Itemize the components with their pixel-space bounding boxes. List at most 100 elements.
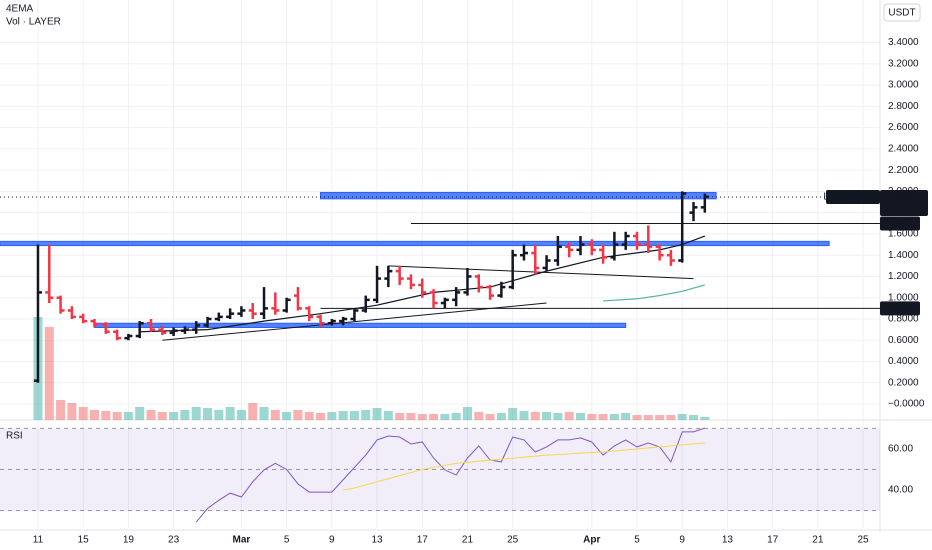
x-tick-label: 25 [857, 535, 869, 546]
x-tick-label: 9 [679, 535, 685, 546]
volume-bar [496, 413, 506, 420]
x-tick-label: 23 [168, 535, 180, 546]
level-label: 1.6979 [886, 218, 917, 229]
rsi-ma-line [343, 442, 705, 491]
volume-bar [609, 414, 619, 420]
volume-bar [338, 411, 348, 420]
rsi-line [195, 427, 705, 523]
volume-bar [112, 412, 122, 420]
rsi-tick-label: 40.00 [888, 485, 913, 496]
x-tick-label: 13 [722, 535, 734, 546]
volume-bar [270, 410, 280, 420]
volume-bar [508, 408, 518, 420]
volume-bar [440, 414, 450, 420]
volume-bar [89, 410, 99, 420]
x-tick-label: 13 [371, 535, 383, 546]
x-tick-label: 17 [417, 535, 429, 546]
volume-bar [643, 415, 653, 420]
y-tick-label: 3.4000 [888, 37, 919, 48]
x-tick-label: 15 [78, 535, 90, 546]
ema-line [603, 284, 705, 302]
volume-bar [598, 414, 608, 420]
volume-bar [304, 412, 314, 420]
volume-bar [78, 407, 88, 420]
volume-bar [44, 327, 54, 420]
currency[interactable]: USDT [888, 8, 915, 19]
volume-bar [530, 412, 540, 420]
volume-bar [383, 411, 393, 420]
rsi-tick-label: 60.00 [888, 444, 913, 455]
grid [0, 0, 932, 532]
level-box [880, 216, 920, 231]
volume-bar [203, 408, 213, 420]
y-tick-label: 2.8000 [888, 101, 919, 112]
volume-bar [519, 411, 529, 420]
y-tick-label: 1.6000 [888, 229, 919, 240]
volume-bar [180, 410, 190, 420]
trend-line [162, 302, 547, 341]
x-tick-label: 21 [462, 535, 474, 546]
volume-bar [225, 407, 235, 420]
volume-bar [248, 403, 258, 420]
volume-bar [655, 415, 665, 420]
y-tick-label: 3.2000 [888, 58, 919, 69]
volume-bar [474, 412, 484, 420]
x-tick-label: 25 [507, 535, 519, 546]
volume-bar [282, 412, 292, 420]
volume-bar [553, 413, 563, 420]
x-tick-label: 9 [329, 535, 335, 546]
volume-bar [101, 411, 111, 420]
x-tick-label: 17 [767, 535, 779, 546]
x-tick-label: 21 [812, 535, 824, 546]
y-tick-label: 1.0000 [888, 292, 919, 303]
volume-bar [587, 414, 597, 420]
ema-line [139, 235, 706, 333]
zone-box [0, 240, 830, 247]
volume-label: Vol · LAYER [6, 17, 61, 28]
volume-bar [621, 413, 631, 420]
symbol-label: LAYERUSDT [823, 192, 882, 203]
volume-bar [564, 412, 574, 420]
y-tick-label: 2.2000 [888, 165, 919, 176]
volume-bar [361, 410, 371, 420]
symbol-box [826, 189, 880, 204]
volume-bar [67, 403, 77, 420]
volume-bar [575, 413, 585, 420]
volume-bar [542, 412, 552, 420]
volume-bar [327, 412, 337, 420]
y-tick-label: 0.2000 [888, 377, 919, 388]
y-tick-label: 0.6000 [888, 335, 919, 346]
volume-bar [429, 414, 439, 420]
volume-bar [462, 407, 472, 420]
volume-bar [191, 407, 201, 420]
volume-bar [236, 410, 246, 420]
y-tick-label: 0.4000 [888, 356, 919, 367]
y-tick-label: 2.4000 [888, 144, 919, 155]
y-tick-label: 0.8000 [888, 314, 919, 325]
y-tick-label: −0.0000 [888, 399, 925, 410]
price-label: 1.9477 [886, 192, 917, 203]
volume-bar [632, 415, 642, 420]
countdown: 13:40:15 [884, 204, 923, 215]
volume-bar [259, 407, 269, 420]
volume-bar [417, 414, 427, 420]
volume-bar [123, 412, 133, 420]
plot: 11 15 19 23 Mar 5 9 13 17 21 25 Apr 5 9 13 17 21 25 −0.000… [0, 37, 928, 546]
volume-bar [316, 413, 326, 420]
currency-box[interactable] [883, 3, 921, 22]
x-tick-label: 5 [634, 535, 640, 546]
x-tick-label: 5 [284, 535, 290, 546]
zone-box [320, 191, 717, 200]
x-tick-label: Mar [233, 535, 251, 546]
x-tick-label: Apr [583, 535, 600, 546]
volume-bar [666, 415, 676, 420]
volume-bar [135, 407, 145, 420]
y-tick-label: 3.0000 [888, 80, 919, 91]
level-box [880, 301, 920, 316]
price-box [880, 189, 928, 216]
volume-bar [169, 412, 179, 420]
volume-bar [372, 408, 382, 420]
volume-bar [214, 410, 224, 420]
